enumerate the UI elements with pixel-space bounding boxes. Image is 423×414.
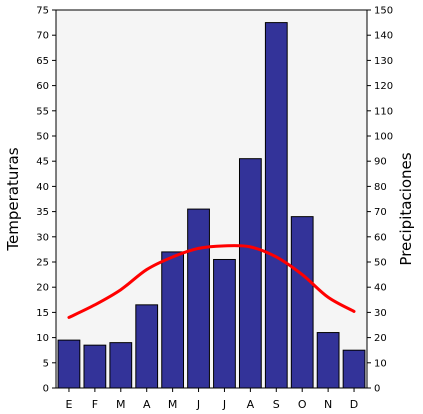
precipitation-bar <box>290 216 314 389</box>
right-tick-label: 70 <box>374 207 387 218</box>
left-tick-label: 30 <box>36 232 49 243</box>
precipitation-bar <box>342 349 366 389</box>
right-tick-label: 60 <box>374 232 387 243</box>
left-tick-label: 60 <box>36 81 49 92</box>
month-label: D <box>350 398 358 411</box>
month-label: O <box>298 398 307 411</box>
month-label: S <box>273 398 280 411</box>
right-axis-ticks: 0 10 20 30 40 50 60 70 80 90 100 110 120 130 140 150 <box>367 6 393 395</box>
precipitation-bar <box>264 22 288 389</box>
precipitation-bar <box>161 251 185 389</box>
left-tick-label: 10 <box>36 333 49 344</box>
temperature-line <box>67 244 356 319</box>
plot-area <box>56 10 367 388</box>
left-tick-label: 20 <box>36 283 49 294</box>
precipitation-bar <box>135 304 159 389</box>
left-axis-title: Temperaturas <box>4 147 22 251</box>
left-tick-label: 40 <box>36 182 49 193</box>
right-axis-title: Precipitaciones <box>397 152 415 265</box>
precipitation-bar <box>187 208 210 389</box>
precipitation-bar <box>213 258 236 389</box>
right-tick-label: 40 <box>374 283 387 294</box>
left-tick-label: 0 <box>43 384 49 395</box>
right-tick-label: 130 <box>374 56 393 67</box>
month-label: M <box>116 398 126 411</box>
right-tick-label: 10 <box>374 358 387 369</box>
right-tick-label: 110 <box>374 106 393 117</box>
right-tick-label: 90 <box>374 157 387 168</box>
precipitation-bar <box>83 344 107 389</box>
right-tick-label: 100 <box>374 132 393 143</box>
left-tick-label: 25 <box>36 258 49 269</box>
month-label: E <box>65 398 72 411</box>
left-tick-label: 5 <box>43 358 49 369</box>
right-tick-label: 30 <box>374 308 387 319</box>
month-label: A <box>247 398 255 411</box>
left-tick-label: 35 <box>36 207 49 218</box>
month-label: N <box>324 398 332 411</box>
month-label: M <box>168 398 178 411</box>
left-axis-ticks: 0 5 10 15 20 25 30 35 40 45 50 55 60 65 70 75 <box>36 6 56 395</box>
right-tick-label: 0 <box>374 384 380 395</box>
temperature-line-path <box>67 244 356 319</box>
precipitation-bar <box>109 342 133 389</box>
left-tick-label: 45 <box>36 157 49 168</box>
left-tick-label: 50 <box>36 132 49 143</box>
month-label: F <box>92 398 98 411</box>
precipitation-bars <box>57 22 366 389</box>
left-tick-label: 15 <box>36 308 49 319</box>
left-tick-label: 55 <box>36 106 49 117</box>
right-tick-label: 150 <box>374 6 393 17</box>
plot-frame <box>55 9 368 389</box>
left-tick-label: 65 <box>36 56 49 67</box>
precipitation-bar <box>316 332 340 389</box>
right-tick-label: 120 <box>374 81 393 92</box>
right-tick-label: 20 <box>374 333 387 344</box>
month-label: A <box>143 398 151 411</box>
left-tick-label: 70 <box>36 31 49 42</box>
right-tick-label: 140 <box>374 31 393 42</box>
precipitation-bar <box>238 158 262 389</box>
right-tick-label: 50 <box>374 258 387 269</box>
month-label: J <box>196 398 200 411</box>
month-label: J <box>222 398 226 411</box>
precipitation-bar <box>57 339 81 389</box>
right-tick-label: 80 <box>374 182 387 193</box>
left-tick-label: 75 <box>36 6 49 17</box>
